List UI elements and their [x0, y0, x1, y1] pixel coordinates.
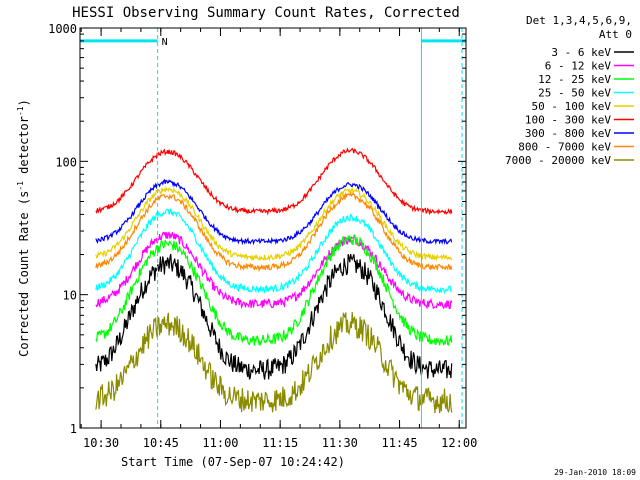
series-line-7 [95, 191, 453, 273]
legend-header-detectors: Det 1,3,4,5,6,9, [526, 14, 632, 27]
x-tick-label-2: 11:00 [202, 436, 238, 450]
legend-entry-label-2: 12 - 25 keV [538, 73, 611, 86]
y-tick-label-0: 1 [70, 422, 77, 436]
legend-entry-label-6: 300 - 800 keV [525, 127, 611, 140]
series-line-3 [95, 208, 453, 295]
y-axis: 1 10 100 1000 [48, 22, 466, 436]
legend-entry-label-0: 3 - 6 keV [551, 46, 611, 59]
legend-header-attenuator: Att 0 [599, 28, 632, 41]
flag-layer: N [80, 28, 466, 428]
night-flag-label: N [162, 37, 168, 48]
generation-timestamp: 29-Jan-2010 18:09 [554, 468, 636, 477]
legend-entry-label-5: 100 - 300 keV [525, 114, 611, 127]
series-line-5 [95, 147, 453, 216]
series-line-0 [95, 253, 453, 380]
series-layer [95, 147, 453, 414]
legend-entry-label-1: 6 - 12 keV [545, 60, 612, 73]
x-tick-label-6: 12:00 [441, 436, 477, 450]
y-axis-label: Corrected Count Rate (s-1 detector-1) [16, 99, 31, 357]
series-line-8 [95, 311, 453, 414]
series-line-6 [95, 178, 453, 246]
y-tick-label-2: 100 [55, 155, 77, 169]
x-axis: 10:30 10:45 11:00 11:15 11:30 11:45 12:00 [80, 28, 477, 450]
x-tick-label-3: 11:15 [262, 436, 298, 450]
legend-entry-label-4: 50 - 100 keV [532, 100, 612, 113]
series-line-2 [95, 234, 453, 347]
plot-frame [79, 27, 467, 429]
x-axis-label: Start Time (07-Sep-07 10:24:42) [121, 455, 345, 469]
y-tick-label-3: 1000 [48, 22, 77, 36]
series-line-1 [95, 231, 453, 310]
y-tick-label-1: 10 [63, 289, 77, 303]
x-tick-label-4: 11:30 [322, 436, 358, 450]
x-tick-label-1: 10:45 [143, 436, 179, 450]
x-tick-label-5: 11:45 [381, 436, 417, 450]
legend-entry-label-3: 25 - 50 keV [538, 87, 611, 100]
x-tick-label-0: 10:30 [83, 436, 119, 450]
legend-entry-label-8: 7000 - 20000 keV [505, 154, 611, 167]
chart-title: HESSI Observing Summary Count Rates, Cor… [72, 5, 460, 21]
legend-entry-label-7: 800 - 7000 keV [518, 141, 611, 154]
series-line-4 [95, 185, 453, 262]
